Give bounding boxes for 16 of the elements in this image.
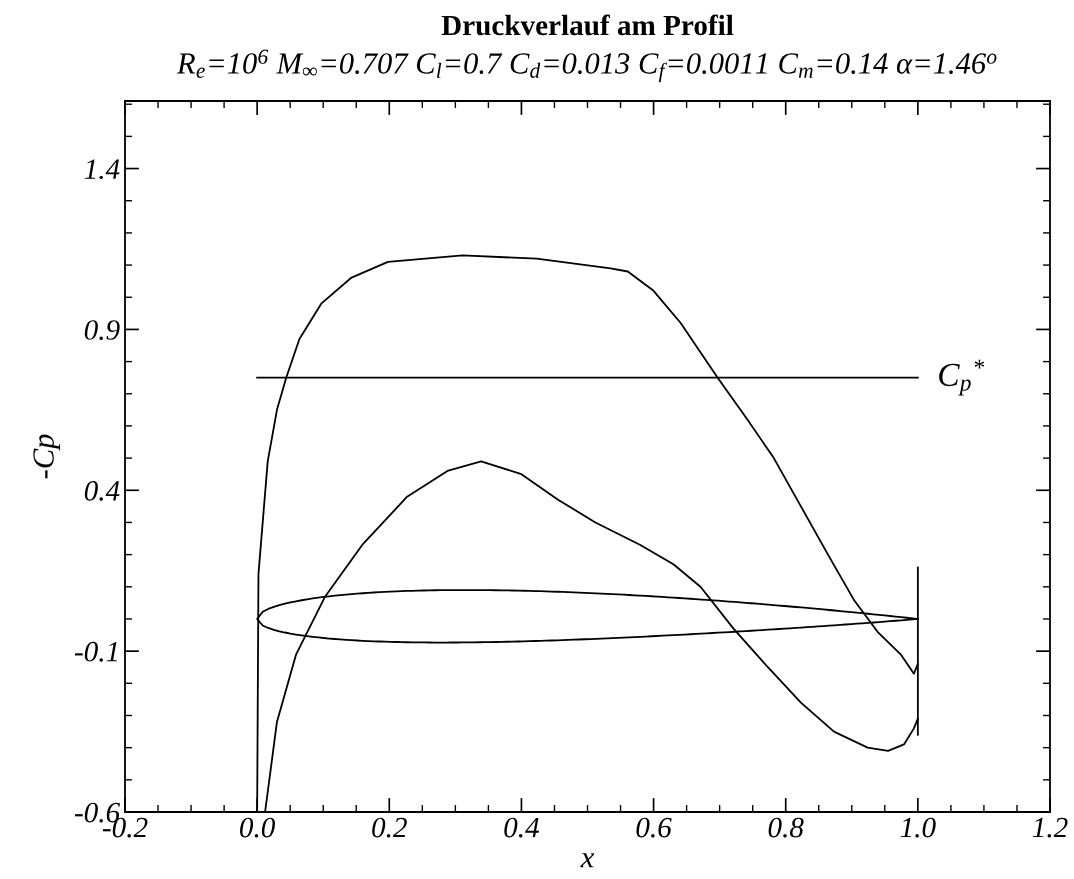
x-tick-label: 1.2: [1032, 817, 1068, 838]
x-tick-label: 1.0: [900, 817, 936, 838]
x-tick-label: 0.8: [768, 817, 804, 838]
x-tick-label: 0.2: [372, 817, 407, 838]
text: R$_{e}$=10$^{6}$ M$_{∞}$=0.707 C$_{l}$=0.7 C$_{d}$=0.013 C$_{f}$=0.0011 C$_{m}$=0.14 α=1.46$^{o}$: [176, 49, 997, 83]
y-axis-title: -Cp: [33, 434, 61, 479]
y-tick-label: 0.4: [84, 481, 120, 501]
x-axis-title: x: [580, 853, 595, 868]
y-tick-label: 0.9: [84, 320, 120, 340]
chart-title: Druckverlauf am Profil: [441, 14, 734, 36]
annotation: C$_{p}$$^{*}$: [939, 359, 985, 396]
y-tick-label: -0.1: [75, 641, 118, 662]
y-tick-label: 1.4: [84, 159, 120, 180]
x-tick-label: 0.4: [504, 817, 539, 838]
x-tick-label: 0.6: [636, 817, 672, 838]
x-tick-label: 0.0: [240, 817, 275, 838]
